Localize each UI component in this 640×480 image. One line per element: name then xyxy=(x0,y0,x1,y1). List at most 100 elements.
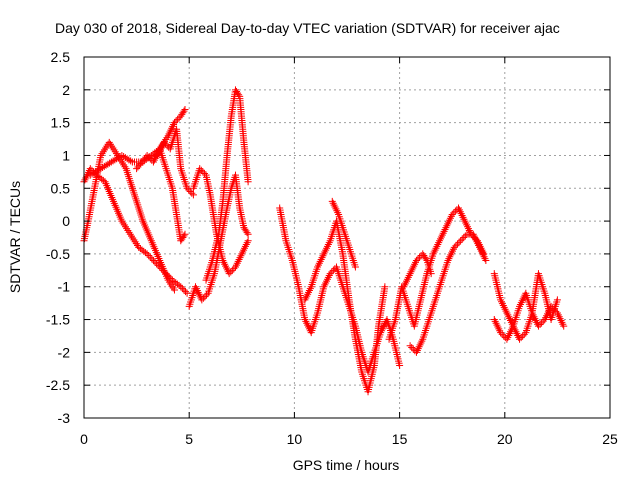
y-tick-label: 2.5 xyxy=(51,49,71,65)
data-point xyxy=(282,237,296,262)
data-point xyxy=(170,286,178,294)
data-point xyxy=(345,296,359,341)
data-point xyxy=(168,276,183,289)
data-point xyxy=(419,318,432,343)
data-point xyxy=(335,211,346,229)
grid-lines xyxy=(84,57,610,418)
data-point xyxy=(231,252,245,271)
data-point xyxy=(208,232,222,264)
data-point xyxy=(101,178,117,203)
data-point xyxy=(189,191,197,199)
data-point xyxy=(219,154,231,205)
data-point xyxy=(482,256,490,264)
data-point xyxy=(328,197,342,217)
data-point xyxy=(181,230,189,238)
data-point xyxy=(553,309,567,328)
data-point xyxy=(236,92,248,144)
y-tick-labels: 2.5 2 1.5 1 0.5 0 -0.5 -1 -1.5 -2 -2.5 -3 xyxy=(46,49,70,426)
y-tick-label: -1.5 xyxy=(46,312,70,328)
data-point xyxy=(450,238,463,251)
data-point xyxy=(276,204,290,243)
axis-ticks xyxy=(83,56,611,419)
data-point xyxy=(320,271,333,291)
data-point xyxy=(400,271,413,291)
data-point xyxy=(135,243,149,257)
data-point xyxy=(389,335,403,367)
data-point xyxy=(238,239,251,258)
data-point xyxy=(173,211,184,243)
data-point xyxy=(423,256,434,275)
data-point xyxy=(463,230,475,238)
series-trace-16 xyxy=(490,270,561,343)
data-point xyxy=(183,289,191,297)
data-point xyxy=(490,316,504,335)
data-point xyxy=(469,230,483,249)
data-point xyxy=(503,309,516,328)
data-marks xyxy=(80,86,568,396)
data-point xyxy=(198,291,211,304)
x-tick-label: 5 xyxy=(185,431,193,447)
data-point xyxy=(314,252,327,271)
data-point xyxy=(417,272,430,304)
data-point xyxy=(295,283,308,321)
data-point xyxy=(160,138,173,151)
data-point xyxy=(547,298,561,324)
data-point xyxy=(431,278,445,304)
series-trace-10 xyxy=(301,217,389,396)
data-point xyxy=(215,200,227,238)
data-point xyxy=(438,259,451,284)
data-point xyxy=(149,256,162,269)
data-point xyxy=(385,318,399,343)
y-tick-label: 1.5 xyxy=(51,115,71,131)
data-point xyxy=(442,212,455,232)
data-point xyxy=(177,107,188,120)
series-trace-2 xyxy=(80,138,178,294)
data-point xyxy=(288,256,302,289)
data-point xyxy=(227,88,239,120)
data-point xyxy=(231,86,243,99)
y-tick-label: 1 xyxy=(62,147,70,163)
data-point xyxy=(307,311,321,337)
data-point xyxy=(326,265,339,278)
data-point xyxy=(320,239,333,258)
data-point xyxy=(332,217,346,256)
series-trace-14 xyxy=(400,250,435,291)
data-point xyxy=(244,237,252,245)
data-point xyxy=(173,125,185,170)
data-point xyxy=(339,250,353,302)
data-point xyxy=(204,272,218,297)
data-point xyxy=(164,121,178,140)
data-point xyxy=(177,232,188,245)
data-point xyxy=(240,138,252,184)
data-point xyxy=(490,270,504,302)
data-point xyxy=(461,217,474,236)
x-tick-labels: 0 5 10 15 20 25 xyxy=(80,431,618,447)
data-point xyxy=(497,296,510,315)
x-tick-label: 25 xyxy=(602,431,618,447)
data-point xyxy=(164,276,177,292)
data-point xyxy=(240,224,251,237)
plot-frame xyxy=(83,56,611,419)
data-point xyxy=(118,217,133,236)
data-point xyxy=(455,204,468,223)
chart-title: Day 030 of 2018, Sidereal Day-to-day VTE… xyxy=(55,20,560,36)
data-point xyxy=(168,184,180,216)
data-point xyxy=(406,258,420,278)
data-point xyxy=(181,106,189,114)
data-point xyxy=(162,165,176,190)
y-axis-label: SDTVAR / TECUs xyxy=(7,181,23,293)
data-point xyxy=(339,224,352,249)
data-point xyxy=(177,283,190,296)
data-point xyxy=(444,245,457,264)
data-point xyxy=(534,270,548,295)
x-tick-label: 0 xyxy=(80,431,88,447)
data-point xyxy=(177,165,190,190)
data-point xyxy=(202,259,216,284)
data-point xyxy=(170,114,183,127)
data-point xyxy=(410,298,424,330)
data-point xyxy=(107,153,124,166)
data-point xyxy=(244,178,252,186)
data-point xyxy=(345,243,359,269)
y-tick-label: 0.5 xyxy=(51,180,71,196)
